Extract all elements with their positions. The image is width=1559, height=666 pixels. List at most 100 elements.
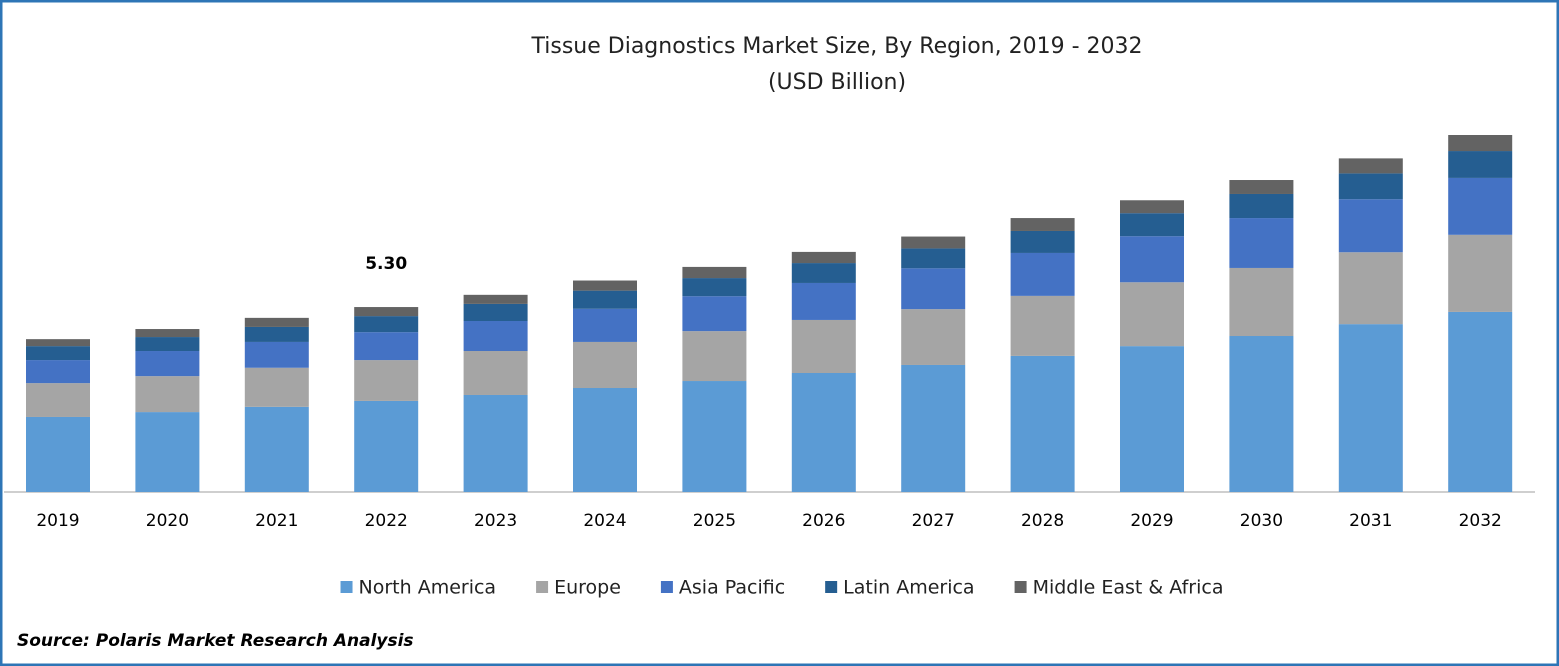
bar-segment [1120, 346, 1184, 492]
bar-segment [463, 394, 528, 492]
bar-segment [244, 341, 309, 368]
bar-segment [463, 303, 528, 322]
bar-segment [1010, 252, 1075, 296]
bar-segment [682, 296, 747, 332]
bar-segment [901, 236, 966, 249]
bar-segment [463, 351, 528, 395]
bar-segment [1448, 151, 1513, 178]
x-tick-label: 2032 [1459, 511, 1502, 531]
bar-segment [573, 308, 637, 342]
bar-segment [1229, 267, 1294, 337]
bar-segment [135, 351, 200, 377]
bar-segment [791, 263, 856, 283]
bar-segment [26, 416, 90, 492]
bar-segment [354, 332, 419, 361]
legend-label: Latin America [843, 577, 974, 599]
bar-segment [901, 248, 966, 269]
bar-segment [1229, 336, 1294, 492]
bar-segment [354, 307, 419, 317]
bar-segment [244, 317, 309, 327]
bar-segment [791, 373, 856, 492]
bar-segment [1448, 177, 1513, 235]
bar-segment [354, 400, 419, 492]
x-tick-label: 2027 [912, 511, 955, 531]
bar-segment [26, 360, 90, 384]
legend-swatch [1014, 581, 1027, 593]
bar-segment [901, 364, 966, 492]
bar-segment [244, 406, 309, 492]
bar-segment [1120, 236, 1184, 283]
bar-segment [1229, 180, 1294, 194]
bar-segment [682, 331, 747, 382]
bar-segment [1338, 324, 1403, 492]
x-tick-label: 2019 [36, 511, 79, 531]
x-tick-label: 2024 [583, 511, 626, 531]
bar-segment [573, 341, 637, 389]
x-tick-label: 2026 [802, 511, 845, 531]
bar-segment [1448, 311, 1513, 492]
bar-segment [791, 282, 856, 320]
annotation: 5.30 [365, 254, 407, 274]
bar-segment [1448, 135, 1513, 152]
legend-label: North America [359, 577, 497, 599]
legend-swatch [536, 581, 549, 593]
bar-segment [573, 388, 637, 492]
legend-label: Europe [554, 577, 621, 599]
bar-segment [573, 290, 637, 309]
bar-segment [791, 251, 856, 264]
bar-segment [135, 337, 200, 352]
bar-segment [1229, 193, 1294, 219]
bar-segment [1010, 295, 1075, 356]
x-tick-label: 2023 [474, 511, 517, 531]
bar-segment [354, 360, 419, 401]
x-tick-label: 2020 [146, 511, 189, 531]
bar-segment [1338, 173, 1403, 200]
bar-segment [244, 367, 309, 407]
bar-segment [463, 294, 528, 304]
bar-segment [573, 280, 637, 291]
bar-segment [244, 326, 309, 342]
x-tick-label: 2030 [1240, 511, 1283, 531]
bar-segment [354, 316, 419, 333]
bar-segment [1338, 252, 1403, 325]
bar-segment [1010, 355, 1075, 492]
bar-segment [135, 412, 200, 492]
source: Source: Polaris Market Research Analysis [17, 631, 414, 651]
bar-segment [901, 268, 966, 310]
x-tick-label: 2021 [255, 511, 298, 531]
bar-segment [1229, 218, 1294, 268]
chart-subtitle: (USD Billion) [768, 70, 906, 95]
bar-segment [26, 339, 90, 347]
x-tick-label: 2029 [1130, 511, 1173, 531]
bar-segment [1010, 230, 1075, 253]
bar-segment [682, 381, 747, 492]
legend-swatch [825, 581, 838, 593]
bar-segment [26, 383, 90, 417]
chart-title: Tissue Diagnostics Market Size, By Regio… [531, 34, 1143, 59]
bar-segment [791, 319, 856, 373]
bar-segment [26, 346, 90, 361]
bar-segment [1120, 213, 1184, 237]
bar-segment [1338, 158, 1403, 174]
bar-segment [682, 266, 747, 279]
bar-segment [682, 278, 747, 297]
x-tick-label: 2028 [1021, 511, 1064, 531]
x-tick-label: 2025 [693, 511, 736, 531]
legend-swatch [660, 581, 673, 593]
x-tick-label: 2022 [365, 511, 408, 531]
bar-segment [1010, 218, 1075, 231]
bar-segment [1120, 200, 1184, 214]
bar-segment [1448, 234, 1513, 312]
legend-label: Asia Pacific [679, 577, 785, 599]
bar-segment [135, 329, 200, 338]
legend-label: Middle East & Africa [1033, 577, 1224, 599]
x-tick-label: 2031 [1349, 511, 1392, 531]
bar-segment [901, 309, 966, 365]
bar-segment [463, 321, 528, 352]
bar-segment [1120, 282, 1184, 347]
bar-segment [1338, 199, 1403, 253]
bar-segment [135, 376, 200, 413]
legend-swatch [340, 581, 353, 593]
